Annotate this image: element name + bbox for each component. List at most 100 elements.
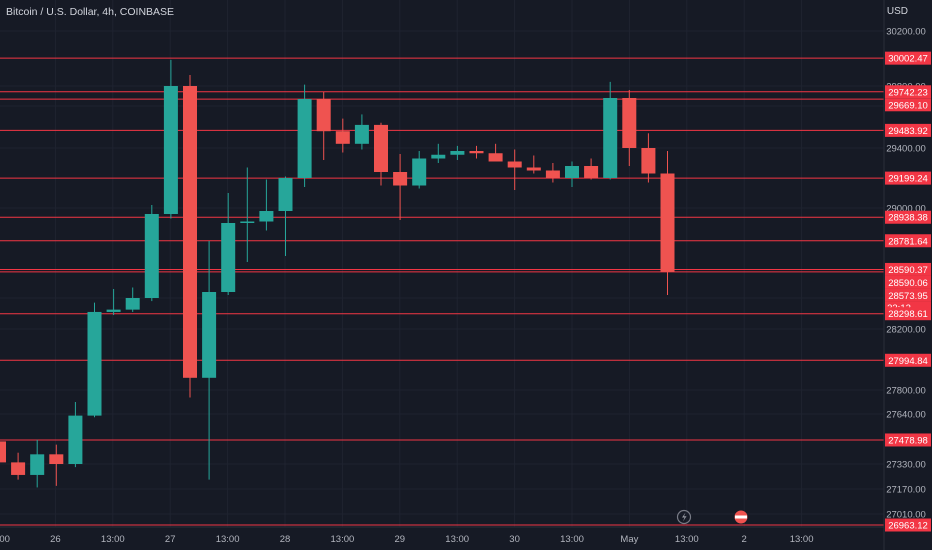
level-price-label: 29199.24 <box>888 174 928 185</box>
level-price-label: 28781.64 <box>888 236 928 247</box>
candle-body <box>450 151 465 155</box>
candle-body <box>106 309 121 312</box>
candle-body <box>259 211 274 222</box>
candle-body <box>603 98 618 178</box>
time-axis[interactable]: 13:00 26 13:00 27 13:00 28 13:00 29 13:00 30 13:00… <box>0 534 813 545</box>
candle-body <box>469 151 484 154</box>
time-tick-label: 13:00 <box>675 534 699 545</box>
level-label-bg <box>885 98 931 112</box>
price-tick-label: 27640.00 <box>886 410 926 421</box>
time-tick-label: 13:00 <box>216 534 240 545</box>
candle-body <box>584 166 599 178</box>
us-flag-stripe <box>735 515 747 519</box>
candle-body <box>393 172 408 186</box>
level-price-label: 29669.10 <box>888 100 928 111</box>
price-tick-label: 30200.00 <box>886 27 926 38</box>
symbol-legend[interactable]: Bitcoin / U.S. Dollar, 4h, COINBASE <box>6 6 175 18</box>
price-tick-label: 28200.00 <box>886 325 926 336</box>
time-tick-label: 28 <box>280 534 291 545</box>
level-label-bg <box>885 262 931 276</box>
candle-body <box>622 98 637 148</box>
candle-body <box>125 298 140 310</box>
candle-body <box>144 214 159 298</box>
candle-body <box>183 86 197 378</box>
candle-body <box>0 441 6 463</box>
price-tick-label: 29000.00 <box>886 204 926 215</box>
level-price-label: 28590.06 <box>888 278 928 289</box>
candle-body <box>431 154 446 159</box>
current-price-label: 28573.95 <box>888 291 928 302</box>
time-tick-label: 30 <box>509 534 520 545</box>
candle-body <box>68 415 83 464</box>
candle-body <box>641 148 656 174</box>
price-tick-label: 27010.00 <box>886 510 926 521</box>
level-label-bg <box>885 210 931 224</box>
candle-body <box>11 462 26 475</box>
grid-lines <box>0 0 884 527</box>
candle-body <box>526 167 541 171</box>
price-tick-label: 27170.00 <box>886 485 926 496</box>
level-label-bg <box>885 51 931 65</box>
currency-label[interactable]: USD <box>886 6 908 17</box>
candle-body <box>30 454 45 475</box>
level-label-bg <box>885 353 931 367</box>
candle-body <box>354 124 369 144</box>
price-tick-label: 29400.00 <box>886 144 926 155</box>
level-label-bg <box>885 85 931 99</box>
time-tick-label: 13:00 <box>331 534 355 545</box>
candle-body <box>660 173 675 272</box>
events-markers[interactable] <box>676 509 748 525</box>
price-tick-label: 27330.00 <box>886 460 926 471</box>
time-tick-label: 13:00 <box>0 534 10 545</box>
level-price-label: 26963.12 <box>888 521 928 532</box>
candle-body <box>545 170 560 178</box>
flash-bolt-icon <box>682 512 687 522</box>
candle-body <box>374 124 388 172</box>
level-price-label: 30002.47 <box>888 54 928 65</box>
level-price-label: 28298.61 <box>888 309 928 320</box>
level-price-label: 27478.98 <box>888 435 928 446</box>
level-price-label: 27994.84 <box>888 356 928 367</box>
time-tick-label: 13:00 <box>790 534 814 545</box>
level-label-bg <box>885 275 931 289</box>
level-price-label: 29742.23 <box>888 87 928 98</box>
time-tick-label: 26 <box>50 534 61 545</box>
candle-body <box>507 161 522 168</box>
time-tick-label: 13:00 <box>101 534 125 545</box>
candle-body <box>278 178 293 211</box>
level-price-labels: 30002.47 29742.23 29669.10 29483.92 29199.24… <box>885 51 931 532</box>
level-label-bg <box>885 518 931 532</box>
candle-body <box>316 99 331 132</box>
candle-body <box>412 158 427 186</box>
candle-body <box>565 166 579 178</box>
time-tick-label: 13:00 <box>560 534 584 545</box>
candle-body <box>49 454 64 464</box>
candle-body <box>221 223 236 292</box>
level-label-bg <box>885 307 931 321</box>
time-tick-label: 29 <box>395 534 406 545</box>
current-price-label-bg <box>885 288 931 302</box>
time-tick-label: 2 <box>742 534 747 545</box>
level-price-label: 28590.37 <box>888 265 928 276</box>
level-label-bg <box>885 234 931 248</box>
time-tick-label: 13:00 <box>445 534 469 545</box>
time-tick-label: 27 <box>165 534 176 545</box>
level-price-label: 28938.38 <box>888 213 928 224</box>
candle-body <box>202 292 217 378</box>
candle-body <box>240 221 255 223</box>
level-label-bg <box>885 433 931 447</box>
level-label-bg <box>885 123 931 137</box>
level-price-label: 29483.92 <box>888 126 928 137</box>
candle-body <box>335 131 350 144</box>
candle-body <box>87 311 102 416</box>
time-tick-label: May <box>620 534 638 545</box>
horizontal-levels <box>0 57 884 526</box>
price-tick-label: 27800.00 <box>886 386 926 397</box>
candles <box>0 59 675 488</box>
flash-event-icon[interactable] <box>676 509 692 525</box>
candle-body <box>297 99 312 178</box>
candle-body <box>488 153 503 162</box>
candle-body <box>163 86 178 214</box>
level-label-bg <box>885 171 931 185</box>
